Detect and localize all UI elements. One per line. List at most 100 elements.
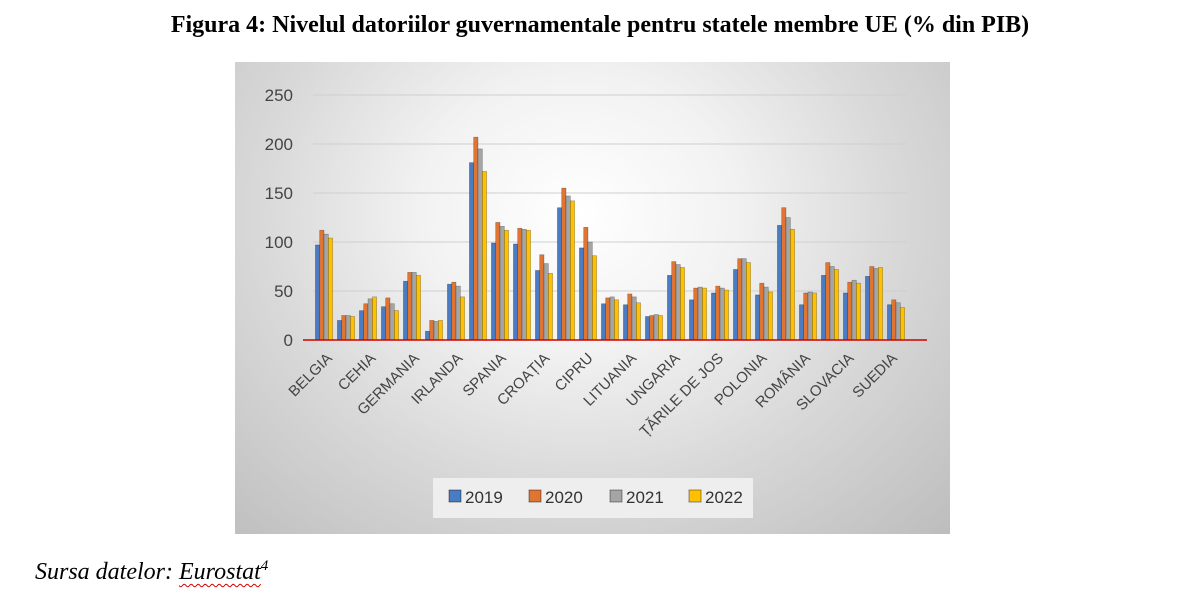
bar bbox=[521, 228, 527, 341]
bar bbox=[491, 242, 496, 341]
source-footnote: 4 bbox=[260, 558, 269, 574]
source-link[interactable]: Eurostat bbox=[179, 559, 261, 585]
bar bbox=[891, 299, 897, 341]
bar bbox=[587, 241, 593, 341]
bar bbox=[561, 187, 567, 341]
bar bbox=[503, 229, 509, 341]
bar bbox=[829, 266, 835, 341]
legend-label: 2019 bbox=[465, 488, 503, 507]
bar bbox=[350, 316, 355, 341]
bar bbox=[482, 171, 487, 341]
bar bbox=[337, 320, 343, 341]
bar bbox=[667, 275, 672, 341]
bar bbox=[645, 316, 650, 341]
bar bbox=[745, 262, 751, 341]
bar bbox=[811, 292, 817, 341]
bar bbox=[697, 286, 703, 341]
bar bbox=[689, 299, 694, 341]
bar bbox=[372, 296, 377, 341]
bar bbox=[763, 286, 769, 341]
bar bbox=[579, 247, 584, 341]
bar bbox=[451, 281, 457, 341]
bar bbox=[591, 255, 597, 341]
figure-title: Figura 4: Nivelul datoriilor guvernament… bbox=[170, 12, 1030, 38]
bar bbox=[609, 296, 615, 341]
bar bbox=[425, 330, 430, 341]
legend-swatch bbox=[688, 489, 702, 503]
bar bbox=[438, 320, 443, 341]
bar bbox=[693, 287, 699, 341]
bar bbox=[363, 303, 369, 341]
bar bbox=[411, 272, 417, 341]
bar bbox=[825, 262, 831, 341]
y-tick-label: 50 bbox=[274, 282, 293, 301]
bar bbox=[547, 273, 553, 341]
bar bbox=[315, 244, 321, 341]
y-tick-label: 0 bbox=[284, 331, 293, 350]
bar bbox=[535, 270, 540, 341]
bar bbox=[429, 320, 435, 341]
bar bbox=[389, 303, 395, 341]
bar bbox=[855, 282, 861, 341]
bar bbox=[675, 264, 681, 341]
bar bbox=[447, 283, 452, 341]
bar bbox=[328, 237, 333, 341]
bar bbox=[517, 227, 523, 341]
bar bbox=[807, 291, 813, 341]
bar bbox=[657, 315, 663, 341]
bar bbox=[679, 267, 685, 341]
bar bbox=[847, 281, 853, 341]
bar bbox=[569, 200, 575, 341]
y-tick-label: 200 bbox=[265, 135, 293, 154]
bar bbox=[613, 299, 619, 341]
bar bbox=[777, 225, 783, 341]
bar bbox=[649, 315, 655, 341]
bar bbox=[719, 287, 725, 341]
bar bbox=[759, 282, 765, 341]
bar bbox=[733, 269, 738, 341]
bar bbox=[469, 162, 474, 341]
bar bbox=[416, 275, 421, 341]
source-prefix: Sursa datelor: bbox=[35, 559, 179, 585]
bar bbox=[737, 258, 743, 341]
bar bbox=[557, 207, 562, 341]
bar bbox=[671, 261, 677, 341]
bar bbox=[455, 285, 461, 341]
figure-source: Sursa datelor: Eurostat4 bbox=[35, 558, 268, 586]
bar bbox=[539, 254, 545, 341]
bar bbox=[477, 148, 483, 341]
bar bbox=[741, 258, 747, 341]
bar bbox=[631, 296, 637, 341]
bar bbox=[723, 289, 729, 341]
bar bbox=[403, 280, 408, 341]
bar bbox=[833, 269, 839, 341]
bar bbox=[367, 298, 373, 341]
x-tick-label: SUEDIA bbox=[849, 350, 901, 402]
bar bbox=[565, 195, 571, 341]
legend-swatch bbox=[448, 489, 462, 503]
bar bbox=[755, 294, 761, 341]
bar bbox=[821, 275, 827, 341]
bar bbox=[715, 285, 721, 341]
legend-label: 2021 bbox=[626, 488, 664, 507]
bar bbox=[601, 303, 606, 341]
bar bbox=[781, 207, 787, 341]
bar bbox=[345, 315, 351, 341]
bar bbox=[381, 306, 386, 341]
bar bbox=[319, 229, 325, 341]
bar bbox=[473, 136, 479, 341]
x-tick-label: BELGIA bbox=[285, 350, 335, 400]
bar bbox=[653, 314, 659, 341]
bar bbox=[627, 293, 633, 341]
bar bbox=[711, 292, 716, 341]
bar bbox=[873, 268, 879, 341]
bar bbox=[623, 304, 628, 341]
bar bbox=[635, 302, 641, 341]
bar bbox=[460, 296, 465, 341]
bar bbox=[799, 304, 805, 341]
bar bbox=[359, 310, 365, 341]
legend-swatch bbox=[609, 489, 623, 503]
bar bbox=[887, 304, 893, 341]
bar bbox=[341, 315, 347, 341]
